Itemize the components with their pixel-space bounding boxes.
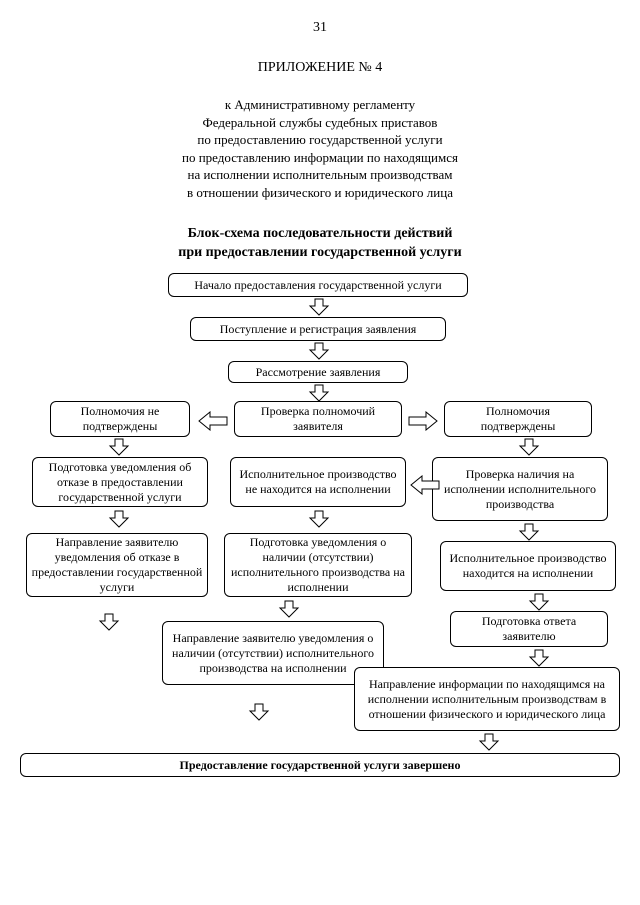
flowchart-arrow	[408, 411, 438, 431]
flowchart-node: Полномочия подтверждены	[444, 401, 592, 437]
flowchart-arrow	[308, 298, 330, 316]
flowchart-node: Направление заявителю уведомления о нали…	[162, 621, 384, 685]
flowchart-arrow	[410, 475, 440, 495]
flowchart-arrow	[98, 613, 120, 631]
flowchart-arrow	[528, 649, 550, 667]
flowchart-node: Начало предоставления государственной ус…	[168, 273, 468, 297]
flowchart-node: Исполнительное производство не находится…	[230, 457, 406, 507]
flowchart-arrow	[248, 703, 270, 721]
flowchart-arrow	[108, 510, 130, 528]
flowchart-node: Подготовка ответа заявителю	[450, 611, 608, 647]
flowchart-arrow	[518, 438, 540, 456]
flowchart-node: Направление заявителю уведомления об отк…	[26, 533, 208, 597]
flowchart-node: Исполнительное производство находится на…	[440, 541, 616, 591]
flowchart-arrow	[278, 600, 300, 618]
flowchart-node: Предоставление государственной услуги за…	[20, 753, 620, 777]
flowchart-canvas: Начало предоставления государственной ус…	[18, 273, 622, 863]
flowchart-arrow	[308, 510, 330, 528]
flowchart-arrow	[308, 384, 330, 402]
flowchart-node: Полномочия не подтверждены	[50, 401, 190, 437]
flowchart-arrow	[198, 411, 228, 431]
flowchart-node: Поступление и регистрация заявления	[190, 317, 446, 341]
preamble: к Административному регламентуФедерально…	[58, 96, 582, 201]
flowchart-arrow	[478, 733, 500, 751]
flowchart-node: Подготовка уведомления об отказе в предо…	[32, 457, 208, 507]
flowchart-node: Проверка полномочий заявителя	[234, 401, 402, 437]
flowchart-node: Рассмотрение заявления	[228, 361, 408, 383]
flowchart-arrow	[528, 593, 550, 611]
flowchart-arrow	[308, 342, 330, 360]
page-number: 31	[18, 20, 622, 36]
diagram-title: Блок-схема последовательности действийпр…	[18, 225, 622, 263]
appendix-title: ПРИЛОЖЕНИЕ № 4	[18, 60, 622, 76]
flowchart-node: Направление информации по находящимся на…	[354, 667, 620, 731]
flowchart-node: Проверка наличия на исполнении исполните…	[432, 457, 608, 521]
page: 31 ПРИЛОЖЕНИЕ № 4 к Административному ре…	[0, 0, 640, 905]
flowchart-node: Подготовка уведомления о наличии (отсутс…	[224, 533, 412, 597]
flowchart-arrow	[518, 523, 540, 541]
flowchart-arrow	[108, 438, 130, 456]
